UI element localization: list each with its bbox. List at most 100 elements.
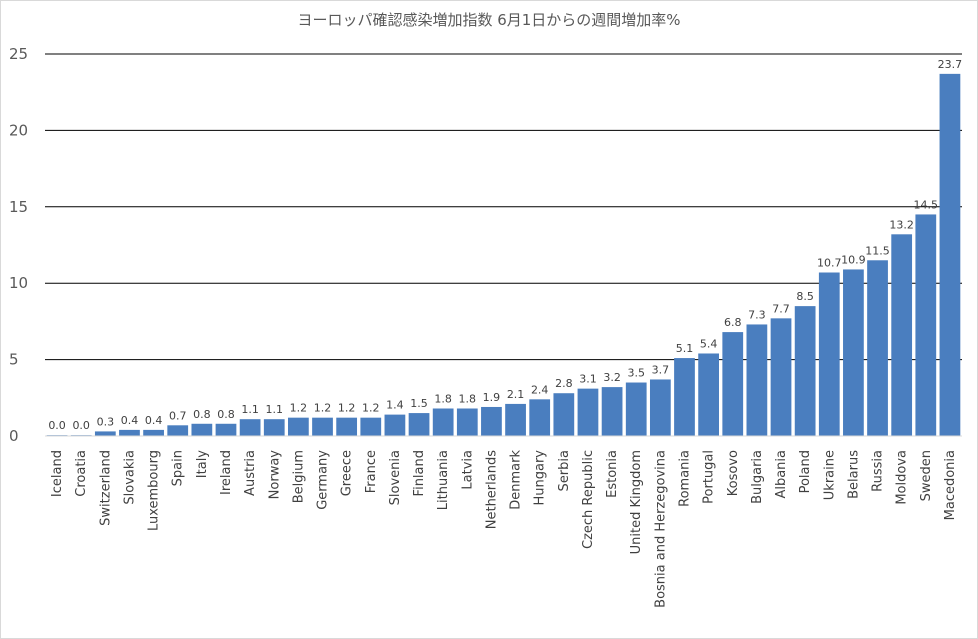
data-label: 0.7 (169, 409, 187, 422)
bar (384, 414, 406, 436)
x-tick-label: Slovakia (122, 450, 137, 505)
data-label: 1.2 (338, 402, 356, 415)
x-tick-label: Latvia (460, 450, 475, 490)
x-tick-label: Luxembourg (147, 450, 162, 531)
x-tick-label: Czech Republic (581, 450, 596, 549)
bar (553, 393, 575, 436)
y-tick-label: 15 (9, 198, 28, 216)
x-tick-label: Belarus (846, 450, 861, 499)
x-tick-label: Norway (267, 450, 282, 500)
x-tick-label: Lithuania (436, 450, 451, 510)
bar (312, 417, 333, 436)
bar (794, 306, 816, 436)
bar (577, 388, 599, 436)
data-label: 3.7 (652, 363, 670, 376)
bar (770, 318, 792, 436)
y-axis: 0 5 10 15 20 25 (9, 45, 28, 445)
data-label: 5.1 (676, 342, 694, 355)
x-tick-label: Italy (195, 450, 210, 479)
bar (746, 324, 768, 436)
x-tick-label: Austria (243, 450, 258, 496)
y-tick-label: 0 (9, 427, 19, 445)
data-label: 1.1 (241, 403, 259, 416)
data-label: 1.1 (266, 403, 284, 416)
x-tick-label: Bulgaria (750, 450, 765, 504)
y-tick-label: 5 (9, 351, 19, 369)
bar (891, 234, 913, 436)
y-tick-label: 25 (9, 45, 28, 63)
x-tick-label: Portugal (702, 450, 717, 504)
data-label: 3.5 (627, 367, 645, 380)
data-label: 3.2 (603, 371, 621, 384)
data-label: 8.5 (796, 290, 814, 303)
x-tick-label: Hungary (533, 450, 548, 506)
data-label: 1.5 (410, 397, 428, 410)
x-tick-label: Moldova (895, 450, 910, 505)
x-tick-label: Bosnia and Herzegovina (653, 450, 668, 608)
bar (915, 214, 937, 436)
bars (46, 73, 961, 436)
x-tick-label: Greece (340, 450, 355, 496)
x-tick-label: Switzerland (98, 450, 113, 526)
bar (939, 73, 961, 436)
data-label: 0.8 (193, 408, 211, 421)
data-label: 3.1 (579, 373, 597, 386)
x-tick-label: Macedonia (943, 450, 958, 520)
x-tick-label: United Kingdom (629, 450, 644, 554)
gridlines (45, 53, 962, 361)
data-label: 0.0 (72, 419, 90, 432)
x-tick-label: Belgium (291, 450, 306, 503)
bar (505, 403, 526, 436)
bar (456, 408, 478, 436)
bar (649, 379, 671, 436)
data-label: 0.4 (121, 414, 139, 427)
x-tick-label: Iceland (50, 450, 65, 497)
chart-title: ヨーロッパ確認感染増加指数 6月1日からの週間増加率% (297, 11, 681, 29)
data-label: 1.8 (459, 392, 477, 405)
x-tick-label: Denmark (509, 450, 524, 510)
x-tick-label: Sweden (919, 450, 934, 501)
x-tick-label: Croatia (74, 450, 89, 497)
x-tick-label: Slovenia (388, 450, 403, 505)
data-label: 1.2 (290, 402, 308, 415)
data-label: 2.8 (555, 377, 573, 390)
data-label: 7.3 (748, 308, 766, 321)
bar (722, 332, 744, 436)
data-label: 1.4 (386, 399, 404, 412)
bar (698, 353, 719, 436)
data-labels: 0.0 0.0 0.3 0.4 0.4 0.7 0.8 0.8 1.1 1.1 1.2 1.2 1.2 1… (48, 58, 962, 432)
x-tick-label: Kosovo (726, 450, 741, 496)
bar (239, 419, 261, 436)
data-label: 6.8 (724, 316, 742, 329)
data-label: 14.5 (914, 198, 939, 211)
data-label: 11.5 (865, 244, 890, 257)
data-label: 2.1 (507, 388, 525, 401)
data-label: 1.9 (483, 391, 501, 404)
x-tick-label: France (364, 450, 379, 493)
data-label: 1.8 (434, 392, 452, 405)
bar (167, 425, 189, 436)
bar (601, 387, 623, 436)
bar (843, 269, 864, 436)
data-label: 0.4 (145, 414, 163, 427)
x-tick-label: Poland (798, 450, 813, 493)
x-axis: Iceland Croatia Switzerland Slovakia Luxembo… (45, 435, 962, 608)
x-tick-label: Ukraine (822, 450, 837, 500)
data-label: 0.0 (48, 419, 66, 432)
x-tick-label: Serbia (557, 450, 572, 491)
bar (529, 399, 551, 436)
data-label: 0.3 (97, 415, 115, 428)
bar (215, 423, 237, 436)
bar (408, 413, 430, 436)
data-label: 10.9 (841, 253, 866, 266)
bar (288, 417, 309, 436)
x-tick-label: Netherlands (484, 450, 499, 529)
bar (263, 419, 285, 436)
bar (191, 423, 213, 436)
data-label: 13.2 (889, 218, 914, 231)
data-label: 23.7 (938, 58, 963, 71)
data-label: 10.7 (817, 257, 842, 270)
y-tick-label: 20 (9, 121, 28, 139)
bar (432, 408, 454, 436)
